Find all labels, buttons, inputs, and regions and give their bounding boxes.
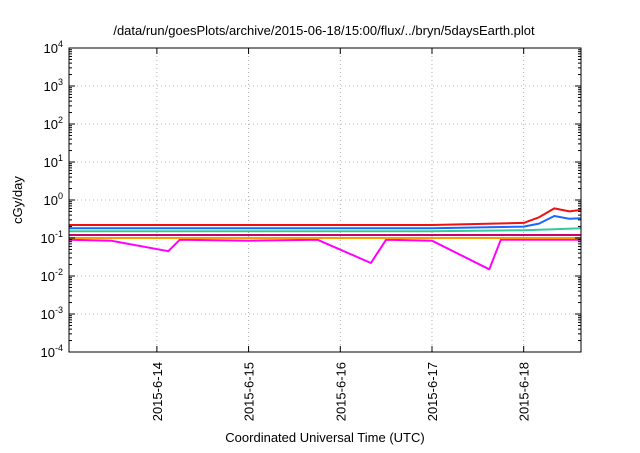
y-axis-label: cGy/day (10, 176, 25, 224)
y-tick-label: 10-4 (41, 343, 63, 360)
y-tick-exponent: 1 (58, 153, 63, 163)
y-tick-label: 10-3 (41, 305, 63, 322)
y-tick-exponent: 4 (58, 39, 63, 49)
y-tick-exponent: -3 (55, 305, 63, 315)
y-tick-label: 103 (44, 77, 63, 94)
series-line (69, 215, 582, 230)
x-tick-label: 2015-6-15 (242, 362, 257, 421)
y-tick-base: 10 (41, 345, 55, 360)
x-tick-label: 2015-6-16 (333, 362, 348, 421)
y-tick-label: 100 (44, 191, 63, 208)
x-tick-label: 2015-6-17 (425, 362, 440, 421)
y-tick-label: 10-2 (41, 267, 63, 284)
y-tick-base: 10 (44, 41, 58, 56)
y-tick-base: 10 (44, 193, 58, 208)
series-layer (68, 207, 582, 271)
y-tick-exponent: -4 (55, 343, 63, 353)
x-axis-label: Coordinated Universal Time (UTC) (225, 430, 424, 445)
y-tick-label: 101 (44, 153, 63, 170)
series-line (69, 227, 582, 233)
y-tick-base: 10 (44, 117, 58, 132)
y-tick-base: 10 (44, 155, 58, 170)
y-tick-exponent: 3 (58, 77, 63, 87)
y-tick-base: 10 (41, 307, 55, 322)
axis-ticks: 10-410-310-210-11001011021031042015-6-14… (41, 39, 581, 421)
series-line (68, 238, 581, 271)
chart-title: /data/run/goesPlots/archive/2015-06-18/1… (113, 23, 535, 38)
x-tick-label: 2015-6-14 (150, 362, 165, 421)
y-tick-base: 10 (44, 79, 58, 94)
y-tick-exponent: 0 (58, 191, 63, 201)
y-tick-label: 10-1 (41, 229, 63, 246)
y-tick-exponent: -1 (55, 229, 63, 239)
y-tick-exponent: 2 (58, 115, 63, 125)
y-tick-label: 102 (44, 115, 63, 132)
x-tick-label: 2015-6-18 (517, 362, 532, 421)
y-tick-base: 10 (41, 269, 55, 284)
y-tick-base: 10 (41, 231, 55, 246)
y-tick-label: 104 (44, 39, 63, 56)
series-line (69, 207, 582, 226)
y-tick-exponent: -2 (55, 267, 63, 277)
